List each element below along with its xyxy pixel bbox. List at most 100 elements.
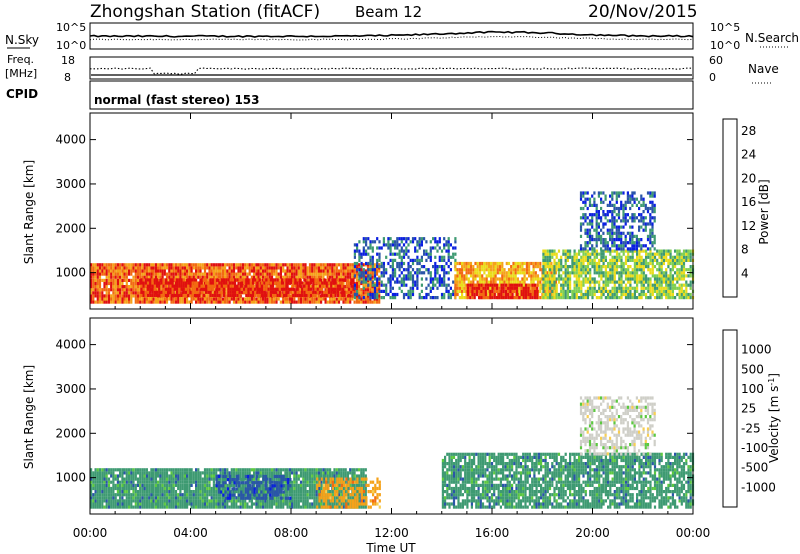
radar-cell — [609, 274, 612, 278]
radar-cell — [533, 292, 537, 297]
radar-cell — [418, 296, 421, 300]
radar-cell — [642, 258, 645, 262]
radar-cell — [569, 289, 572, 293]
radar-cell — [163, 480, 166, 484]
radar-cell — [598, 289, 601, 293]
radar-cell — [584, 191, 587, 195]
radar-cell — [119, 297, 122, 301]
radar-cell — [593, 238, 596, 242]
radar-cell — [580, 296, 583, 300]
radar-cell — [141, 477, 144, 481]
radar-cell — [624, 213, 627, 217]
radar-cell — [402, 277, 406, 281]
radar-cell — [159, 477, 162, 481]
radar-cell — [676, 268, 679, 272]
radar-cell — [134, 266, 137, 270]
radar-cell — [161, 474, 164, 478]
radar-cell — [369, 243, 372, 247]
radar-cell — [219, 297, 222, 301]
radar-cell — [678, 283, 681, 287]
radar-cell — [411, 283, 415, 287]
radar-cell — [307, 290, 310, 294]
radar-cell — [213, 284, 217, 288]
radar-cell — [555, 286, 558, 290]
radar-cell — [161, 499, 164, 503]
radar-cell — [125, 275, 128, 279]
radar-cell — [333, 297, 336, 301]
radar-cell — [165, 272, 169, 276]
radar-cell — [618, 265, 621, 269]
radar-cell — [618, 277, 621, 281]
radar-cell — [461, 296, 464, 300]
radar-cell — [239, 263, 242, 267]
radar-cell — [519, 289, 522, 293]
radar-cell — [579, 191, 583, 195]
radar-cell — [638, 241, 641, 245]
radar-cell — [168, 278, 171, 282]
radar-cell — [376, 258, 379, 262]
radar-cell — [310, 287, 313, 291]
radar-cell — [112, 505, 115, 509]
radar-cell — [649, 286, 652, 290]
radar-cell — [604, 289, 607, 293]
radar-cell — [128, 477, 131, 481]
radar-cell — [631, 241, 634, 245]
radar-cell — [454, 286, 457, 290]
radar-cell — [159, 474, 162, 478]
radar-cell — [669, 283, 672, 287]
radar-cell — [367, 252, 370, 256]
radar-cell — [157, 266, 160, 270]
radar-cell — [238, 293, 241, 297]
radar-cell — [314, 290, 317, 294]
radar-cell — [254, 293, 257, 297]
radar-cell — [649, 277, 652, 281]
radar-cell — [391, 277, 394, 281]
radar-cell — [514, 274, 517, 278]
radar-cell — [112, 493, 115, 497]
radar-cell — [331, 275, 334, 279]
radar-cell — [317, 269, 320, 273]
radar-cell — [635, 234, 638, 238]
radar-cell — [130, 291, 133, 295]
radar-cell — [582, 191, 585, 195]
radar-cell — [676, 280, 679, 284]
radar-cell — [436, 243, 439, 247]
radar-cell — [136, 502, 140, 506]
radar-cell — [273, 300, 276, 304]
radar-cell — [620, 296, 623, 300]
radar-cell — [369, 291, 372, 295]
radar-cell — [490, 274, 493, 278]
radar-cell — [600, 292, 603, 297]
radar-cell — [600, 247, 603, 251]
radar-cell — [101, 278, 104, 282]
radar-cell — [553, 277, 556, 281]
radar-cell — [231, 293, 234, 297]
radar-cell — [244, 269, 247, 273]
radar-cell — [549, 268, 552, 272]
radar-cell — [209, 290, 212, 294]
radar-cell — [205, 281, 208, 285]
radar-cell — [620, 286, 623, 290]
radar-cell — [447, 289, 450, 293]
radar-cell — [315, 272, 318, 276]
radar-cell — [170, 471, 173, 475]
radar-cell — [376, 296, 379, 300]
radar-cell — [420, 265, 423, 269]
radar-cell — [371, 268, 374, 272]
radar-cell — [165, 493, 169, 497]
radar-cell — [469, 268, 473, 272]
radar-cell — [507, 283, 510, 287]
radar-cell — [189, 278, 192, 282]
radar-cell — [220, 290, 223, 294]
radar-cell — [398, 268, 401, 272]
radar-cell — [644, 206, 647, 211]
radar-cell — [591, 222, 594, 226]
radar-cell — [177, 502, 180, 506]
radar-cell — [620, 255, 623, 259]
radar-cell — [342, 285, 345, 289]
radar-cell — [436, 240, 439, 244]
radar-cell — [376, 246, 379, 250]
radar-cell — [613, 286, 616, 290]
radar-cell — [551, 289, 554, 293]
radar-cell — [456, 274, 459, 278]
